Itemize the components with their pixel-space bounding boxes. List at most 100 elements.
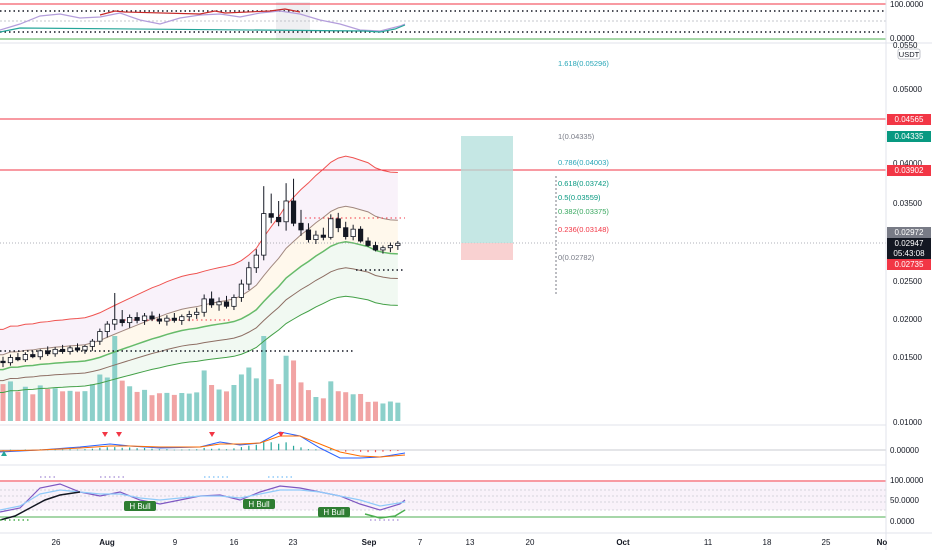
macd-hist-bar xyxy=(137,448,138,450)
hidden-bull-text: H Bull xyxy=(323,508,345,517)
volume-bar xyxy=(157,393,162,421)
macd-hist-bar xyxy=(278,444,279,451)
price-label-text: 0.02735 xyxy=(895,260,924,269)
volume-bar xyxy=(135,392,140,421)
candle-body xyxy=(75,348,79,350)
candle-body xyxy=(276,217,280,221)
candle-body xyxy=(142,316,146,320)
candle-body xyxy=(165,318,169,321)
candle-body xyxy=(120,320,124,323)
hidden-bull-text: H Bull xyxy=(129,502,151,511)
time-label: 9 xyxy=(173,538,178,547)
volume-bar xyxy=(209,385,214,421)
rsi-tick-100: 100.0000 xyxy=(890,476,924,485)
macd-tick-0: 0.00000 xyxy=(890,446,919,455)
time-label-month: Aug xyxy=(99,538,115,547)
candle-body xyxy=(232,297,236,306)
volume-bar xyxy=(202,370,207,421)
macd-hist-bar xyxy=(166,449,167,450)
macd-hist-bar xyxy=(84,449,85,450)
candle-body xyxy=(135,317,139,320)
time-label: 16 xyxy=(230,538,239,547)
fib-level-05: 0.5(0.03559) xyxy=(558,193,601,202)
volume-bar xyxy=(105,378,110,422)
macd-hist-bar xyxy=(159,449,160,450)
volume-bar xyxy=(231,385,236,421)
volume-bar xyxy=(8,381,13,421)
volume-bar xyxy=(142,390,147,421)
position-target-zone[interactable] xyxy=(461,136,513,243)
time-label: 18 xyxy=(763,538,772,547)
candle-body xyxy=(60,349,64,351)
candle-body xyxy=(329,219,333,238)
macd-hist-bar xyxy=(248,446,249,451)
volume-bar xyxy=(299,382,304,421)
hidden-bull-label[interactable]: H Bull xyxy=(318,507,350,517)
volume-bar xyxy=(291,360,296,421)
candle-body xyxy=(53,349,57,353)
macd-hist-bar xyxy=(181,450,182,451)
candle-body xyxy=(366,241,370,245)
macd-hist-bar xyxy=(300,447,301,450)
hidden-bull-label[interactable]: H Bull xyxy=(243,499,275,509)
fib-level-0382: 0.382(0.03375) xyxy=(558,207,609,216)
price-label-text: 0.04565 xyxy=(895,115,924,124)
volume-bar xyxy=(217,390,222,421)
candle-body xyxy=(269,214,273,218)
volume-bar xyxy=(351,394,356,421)
candle-body xyxy=(381,248,385,250)
price-tick: 0.03500 xyxy=(893,199,922,208)
macd-hist-bar xyxy=(77,450,78,451)
volume-bar xyxy=(194,392,199,421)
macd-hist-bar xyxy=(226,449,227,450)
candle-body xyxy=(98,332,102,342)
time-label-month: Sep xyxy=(362,538,377,547)
candle-body xyxy=(299,223,303,230)
top-osc-tick-100: 100.0000 xyxy=(890,0,924,9)
time-label-month: No xyxy=(877,538,888,547)
volume-bar xyxy=(380,403,385,421)
candle-body xyxy=(306,230,310,240)
volume-bar xyxy=(38,385,43,421)
price-tick: 0.05000 xyxy=(893,85,922,94)
long-position-tool[interactable] xyxy=(461,136,513,260)
candle-body xyxy=(127,317,131,322)
macd-hist-bar xyxy=(122,448,123,450)
candle-body xyxy=(284,201,288,222)
position-stop-zone[interactable] xyxy=(461,243,513,260)
macd-hist-bar xyxy=(390,450,391,451)
volume-bar xyxy=(284,356,289,421)
macd-hist-bar xyxy=(353,450,354,451)
fib-level-0786: 0.786(0.04003) xyxy=(558,158,609,167)
volume-bar xyxy=(187,394,192,421)
macd-hist-bar xyxy=(233,448,234,450)
volume-bar xyxy=(358,394,363,421)
volume-bar xyxy=(82,391,87,421)
price-label-text: 0.03902 xyxy=(895,166,924,175)
time-label: 7 xyxy=(418,538,423,547)
macd-hist-bar xyxy=(144,448,145,450)
candle-body xyxy=(388,245,392,247)
hidden-bull-label[interactable]: H Bull xyxy=(124,501,156,511)
macd-hist-bar xyxy=(129,448,130,451)
rsi-tick-50: 50.0000 xyxy=(890,496,919,505)
candle-body xyxy=(291,201,295,223)
macd-hist-bar xyxy=(345,450,346,452)
macd-hist-bar xyxy=(107,447,108,450)
candle-body xyxy=(1,361,5,362)
price-label-text: 0.02972 xyxy=(895,228,924,237)
volume-bar xyxy=(60,391,65,421)
candle-body xyxy=(8,358,12,363)
candle-body xyxy=(321,235,325,237)
currency-label: USDT xyxy=(899,50,920,59)
volume-bar xyxy=(343,392,348,421)
volume-bar xyxy=(1,384,6,421)
volume-bar xyxy=(68,391,73,421)
macd-hist-bar xyxy=(367,450,368,452)
volume-bar xyxy=(120,381,125,421)
macd-hist-bar xyxy=(218,449,219,451)
price-tick: 0.02500 xyxy=(893,277,922,286)
